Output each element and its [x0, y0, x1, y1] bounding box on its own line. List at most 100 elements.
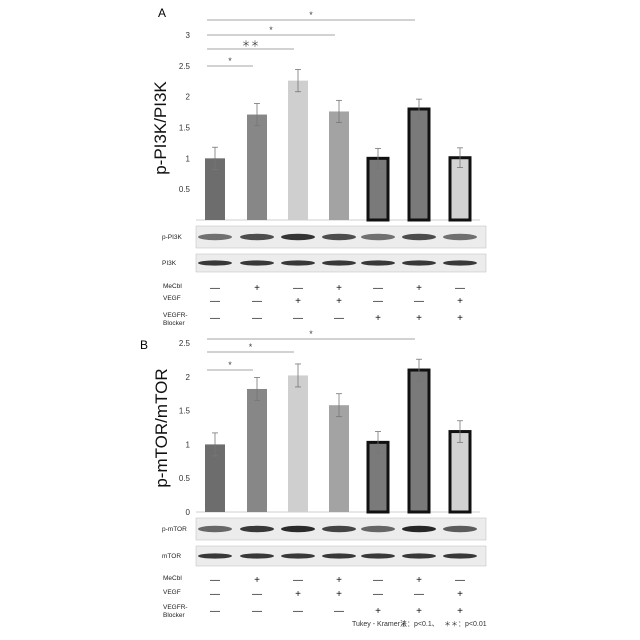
y-tick-label: 0.5 — [179, 474, 191, 483]
blot-band — [240, 526, 274, 532]
treatment-sign: + — [336, 575, 342, 586]
significance-mark: * — [309, 329, 313, 339]
blot-band — [361, 526, 395, 532]
statistics-footer: Tukey - Kramer法 ＊：p<0.1、 ＊＊：p<0.01 — [352, 619, 487, 628]
significance-mark: * — [228, 56, 232, 66]
treatment-sign: — — [373, 283, 383, 294]
treatment-sign: — — [334, 313, 344, 324]
treatment-sign: + — [295, 589, 301, 600]
treatment-sign: — — [293, 606, 303, 617]
blot-band — [443, 553, 477, 558]
blot-band — [361, 234, 395, 240]
treatment-label: VEGFR- — [163, 604, 188, 611]
blot-band — [240, 234, 274, 240]
blot-label: p-PI3K — [162, 234, 183, 241]
treatment-sign: + — [416, 313, 422, 324]
treatment-sign: — — [252, 589, 262, 600]
treatment-label: VEGF — [163, 295, 181, 302]
significance-mark: * — [249, 342, 253, 352]
blot-band — [443, 234, 477, 240]
treatment-sign: — — [210, 606, 220, 617]
treatment-sign: + — [457, 589, 463, 600]
bar — [329, 111, 349, 220]
treatment-sign: — — [293, 575, 303, 586]
y-tick-label: 0 — [186, 508, 191, 517]
blot-band — [281, 260, 315, 265]
panel-b-blots: p-mTOR mTOR — [162, 518, 486, 566]
treatment-sign: + — [336, 296, 342, 307]
treatment-sign: — — [210, 296, 220, 307]
significance-mark: * — [269, 25, 273, 35]
blot-band — [402, 234, 436, 240]
y-tick-label: 3 — [186, 31, 191, 40]
blot-label: mTOR — [162, 553, 181, 560]
treatment-sign: — — [210, 575, 220, 586]
treatment-sign: — — [210, 283, 220, 294]
blot-band — [322, 260, 356, 265]
blot-band — [198, 553, 232, 558]
treatment-sign: — — [252, 606, 262, 617]
blot-band — [361, 553, 395, 558]
bar — [247, 115, 267, 220]
blot-band — [198, 526, 232, 532]
y-tick-label: 2.5 — [179, 339, 191, 348]
treatment-sign: — — [252, 313, 262, 324]
blot-band — [402, 260, 436, 265]
blot-label: p-mTOR — [162, 526, 187, 533]
y-tick-label: 1 — [186, 440, 191, 449]
treatment-sign: — — [414, 589, 424, 600]
blot-band — [443, 260, 477, 265]
y-tick-label: 2 — [186, 93, 191, 102]
treatment-sign: — — [210, 589, 220, 600]
treatment-sign: + — [295, 296, 301, 307]
bar — [409, 109, 429, 220]
blot-band — [198, 234, 232, 240]
y-tick-label: 2.5 — [179, 62, 191, 71]
blot-band — [281, 526, 315, 532]
panel-b-chart: p-mTOR/mTOR00.511.522.5*** — [152, 329, 480, 517]
treatment-sign: + — [457, 296, 463, 307]
bar — [329, 405, 349, 512]
treatment-sign: + — [416, 283, 422, 294]
footer-legend-p001: ＊＊：p<0.01 — [444, 621, 487, 628]
bar — [288, 375, 308, 512]
y-tick-label: 1.5 — [179, 407, 191, 416]
treatment-label: MeCbl — [163, 575, 182, 582]
y-tick-label: 1.5 — [179, 124, 191, 133]
panel-a-chart: p-PI3K/PI3K0.511.522.53*＊＊** — [151, 10, 480, 220]
treatment-sign: — — [334, 606, 344, 617]
blot-band — [240, 553, 274, 558]
panel-letter-a: A — [158, 6, 166, 20]
bar — [247, 389, 267, 512]
y-axis-label: p-mTOR/mTOR — [152, 368, 171, 487]
blot-band — [443, 526, 477, 532]
blot-band — [281, 553, 315, 558]
y-tick-label: 0.5 — [179, 185, 191, 194]
bar — [450, 432, 470, 512]
blot-band — [361, 260, 395, 265]
treatment-sign: — — [455, 575, 465, 586]
treatment-sign: — — [414, 296, 424, 307]
treatment-label-line2: Blocker — [163, 320, 186, 327]
treatment-sign: + — [375, 606, 381, 617]
blot-band — [402, 553, 436, 558]
treatment-sign: + — [416, 606, 422, 617]
blot-band — [198, 260, 232, 265]
treatment-sign: + — [457, 606, 463, 617]
significance-mark: * — [228, 360, 232, 370]
treatment-sign: — — [252, 296, 262, 307]
treatment-sign: + — [457, 313, 463, 324]
treatment-sign: + — [254, 575, 260, 586]
blot-band — [240, 260, 274, 265]
bar — [409, 370, 429, 512]
treatment-sign: — — [455, 283, 465, 294]
footer-legend-p01: ＊：p<0.1、 — [400, 621, 439, 628]
treatment-sign: — — [210, 313, 220, 324]
significance-mark: ＊＊ — [241, 39, 259, 49]
footer-method: Tukey - Kramer法 — [352, 619, 407, 628]
y-tick-label: 1 — [186, 154, 191, 163]
blot-label: PI3K — [162, 260, 177, 267]
treatment-sign: + — [375, 313, 381, 324]
significance-mark: * — [309, 10, 313, 20]
